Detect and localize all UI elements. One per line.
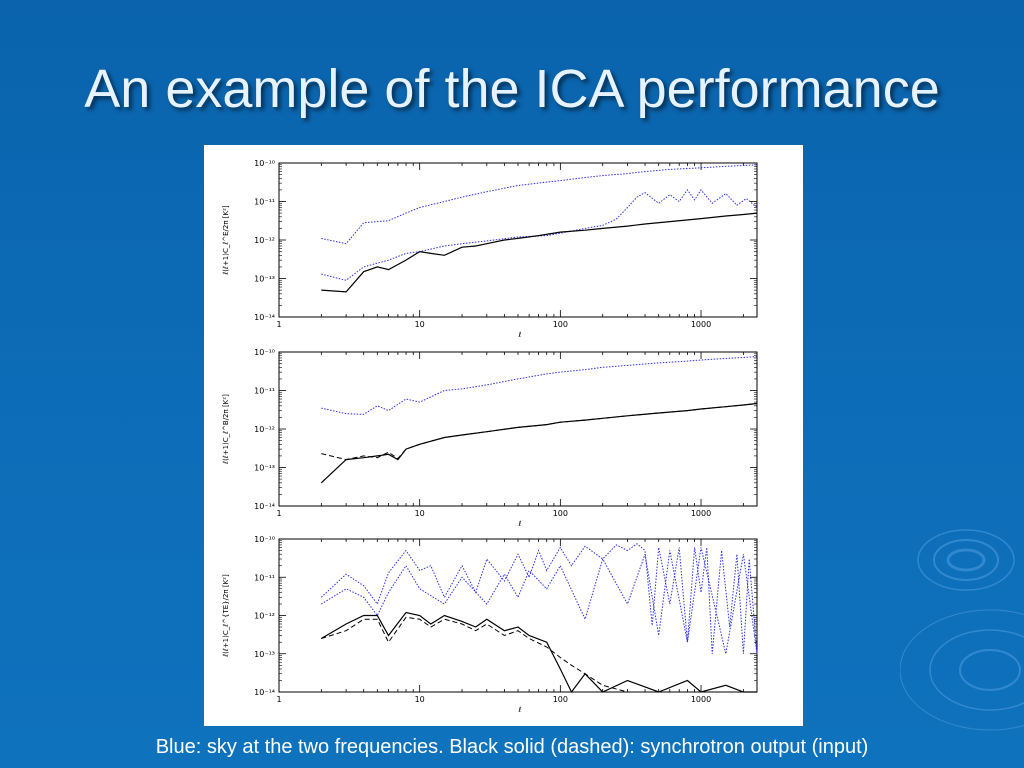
x-tick-label-3: 100 (553, 695, 568, 704)
y-tick-label-2: 10⁻¹⁰ (254, 348, 275, 357)
series-line-2-2 (321, 403, 758, 461)
y-tick-label-3: 10⁻¹⁰ (254, 535, 275, 544)
series-line-1-3 (321, 212, 758, 293)
y-axis-label-1: ℓ(ℓ+1)C_ℓ^E/2π [K²] (222, 205, 230, 276)
x-tick-label-3: 10 (415, 695, 425, 704)
y-tick-label-3: 10⁻¹⁴ (254, 688, 275, 697)
x-tick-label-1: 1000 (691, 320, 711, 329)
y-tick-label-1: 10⁻¹⁴ (254, 313, 275, 322)
y-tick-label-3: 10⁻¹³ (254, 650, 275, 659)
y-tick-label-1: 10⁻¹³ (254, 275, 275, 284)
x-axis-label-1: ℓ (518, 331, 522, 339)
x-axis-label-2: ℓ (518, 520, 522, 528)
y-tick-label-3: 10⁻¹¹ (254, 573, 275, 582)
x-tick-label-2: 10 (415, 509, 425, 518)
y-tick-label-2: 10⁻¹⁴ (254, 502, 275, 511)
series-line-2-3 (320, 402, 758, 484)
plot-frame-3 (278, 538, 758, 693)
y-tick-label-2: 10⁻¹³ (254, 464, 275, 473)
y-tick-label-3: 10⁻¹² (254, 612, 275, 621)
slide-title: An example of the ICA performance (84, 59, 940, 119)
series-line-1-2 (321, 189, 758, 281)
plot-frame-2 (278, 351, 758, 507)
y-axis-label-3: ℓ(ℓ+1)C_ℓ^{TE}/2π [K²] (222, 574, 230, 658)
figure-panel: 1 10 100 1000 10⁻¹⁴ 10⁻¹³ 10⁻¹² 10⁻¹¹ 10⁻¹⁰ ℓ ℓ(ℓ+… (204, 145, 803, 726)
y-tick-label-1: 10⁻¹¹ (254, 198, 275, 207)
series-line-3-3 (320, 611, 757, 694)
series-line-3-4 (321, 616, 757, 693)
x-axis-label-3: ℓ (518, 706, 522, 714)
y-tick-label-2: 10⁻¹¹ (254, 387, 275, 396)
y-tick-label-2: 10⁻¹² (254, 425, 275, 434)
x-tick-label-1: 1 (276, 320, 281, 329)
series-line-3-2 (321, 547, 758, 654)
power-spectra-figure: 1 10 100 1000 10⁻¹⁴ 10⁻¹³ 10⁻¹² 10⁻¹¹ 10⁻¹⁰ ℓ ℓ(ℓ+… (222, 159, 758, 714)
series-line-3-1 (320, 543, 758, 654)
x-tick-label-3: 1000 (691, 695, 711, 704)
x-tick-label-3: 1 (276, 695, 281, 704)
x-tick-label-1: 10 (415, 320, 425, 329)
x-tick-label-1: 100 (553, 320, 568, 329)
y-tick-label-1: 10⁻¹² (254, 236, 275, 245)
series-line-1-1 (321, 164, 758, 245)
x-tick-label-2: 100 (553, 509, 568, 518)
series-line-2-1 (321, 356, 758, 415)
water-ripple-decoration (900, 529, 1024, 731)
plot-frame-1 (278, 162, 758, 318)
y-axis-label-2: ℓ(ℓ+1)C_ℓ^B/2π [K²] (222, 394, 230, 465)
x-tick-label-2: 1000 (691, 509, 711, 518)
slide-caption: Blue: sky at the two frequencies. Black … (155, 736, 869, 758)
x-tick-label-2: 1 (276, 509, 281, 518)
y-tick-label-1: 10⁻¹⁰ (254, 159, 275, 168)
